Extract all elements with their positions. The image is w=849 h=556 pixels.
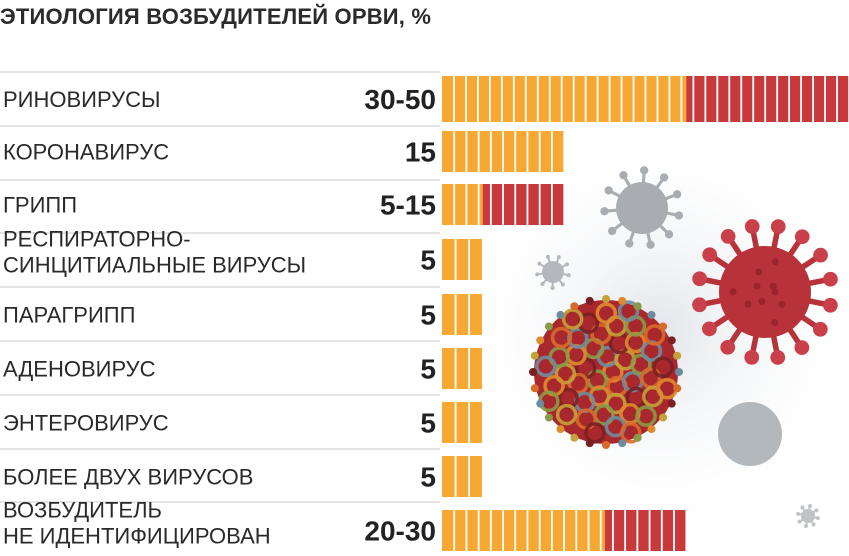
chart-row: ПАРАГРИПП 5 bbox=[3, 294, 484, 335]
adenovirus-icon bbox=[529, 295, 683, 449]
small-gray-virus-icon bbox=[535, 254, 571, 290]
value-label: 5 bbox=[420, 245, 436, 276]
value-label: 20-30 bbox=[364, 516, 436, 547]
category-label: РИНОВИРУСЫ bbox=[3, 87, 161, 112]
chart-row: ГРИПП 5-15 bbox=[3, 184, 565, 225]
chart-row: РЕСПИРАТОРНО-СИНЦИТИАЛЬНЫЕ ВИРУСЫ 5 bbox=[3, 227, 484, 280]
chart-row: АДЕНОВИРУС 5 bbox=[3, 348, 484, 389]
bar-min-segment bbox=[442, 184, 483, 225]
category-label: СИНЦИТИАЛЬНЫЕ ВИРУСЫ bbox=[3, 253, 306, 278]
value-label: 5-15 bbox=[380, 190, 436, 221]
bar-min-segment bbox=[442, 348, 483, 389]
bar-range-segment bbox=[482, 184, 565, 225]
value-label: 30-50 bbox=[364, 84, 436, 115]
category-label: ЭНТЕРОВИРУС bbox=[3, 411, 169, 436]
value-label: 15 bbox=[405, 137, 436, 168]
value-label: 5 bbox=[420, 300, 436, 331]
chart-row: КОРОНАВИРУС 15 bbox=[3, 131, 565, 172]
category-label: РЕСПИРАТОРНО- bbox=[3, 227, 191, 252]
category-label: НЕ ИДЕНТИФИЦИРОВАН bbox=[3, 524, 271, 549]
gray-particle-icon bbox=[718, 402, 782, 466]
category-label: БОЛЕЕ ДВУХ ВИРУСОВ bbox=[3, 465, 253, 490]
bar-min-segment bbox=[442, 239, 483, 280]
value-label: 5 bbox=[420, 462, 436, 493]
chart-row: РИНОВИРУСЫ 30-50 bbox=[3, 76, 849, 122]
category-label: АДЕНОВИРУС bbox=[3, 357, 156, 382]
bar-range-segment bbox=[686, 76, 849, 122]
virus-illustration bbox=[450, 120, 849, 540]
chart-title: ЭТИОЛОГИЯ ВОЗБУДИТЕЛЕЙ ОРВИ, % bbox=[0, 4, 432, 29]
bar-min-segment bbox=[442, 510, 605, 551]
chart-row: БОЛЕЕ ДВУХ ВИРУСОВ 5 bbox=[3, 456, 484, 497]
chart-row: ЭНТЕРОВИРУС 5 bbox=[3, 402, 484, 443]
category-label: ВОЗБУДИТЕЛЬ bbox=[3, 498, 162, 523]
value-label: 5 bbox=[420, 354, 436, 385]
bar-min-segment bbox=[442, 456, 483, 497]
category-label: КОРОНАВИРУС bbox=[3, 140, 169, 165]
bar-min-segment bbox=[442, 294, 483, 335]
red-coronavirus-icon bbox=[692, 219, 838, 365]
gray-virus-icon bbox=[600, 166, 684, 249]
category-label: ПАРАГРИПП bbox=[3, 303, 135, 328]
bar-range-segment bbox=[604, 510, 687, 551]
bar-min-segment bbox=[442, 402, 483, 443]
tiny-gray-virus-icon bbox=[796, 504, 820, 528]
category-label: ГРИПП bbox=[3, 193, 77, 218]
value-label: 5 bbox=[420, 408, 436, 439]
